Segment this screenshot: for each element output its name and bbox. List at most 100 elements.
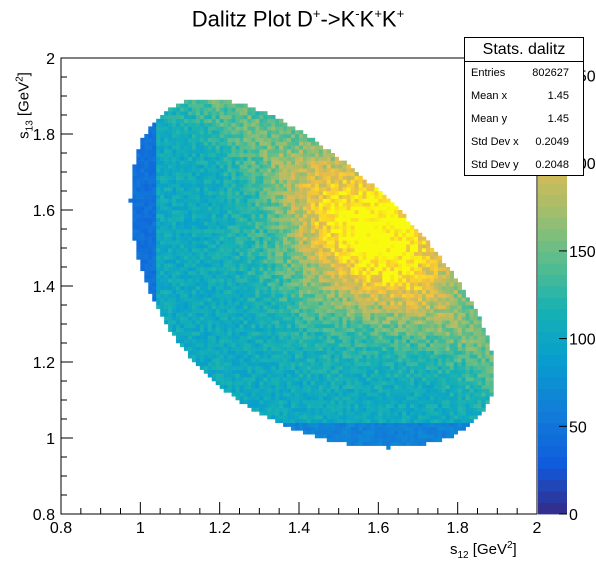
- heatmap-cell: [362, 267, 367, 272]
- heatmap-cell: [302, 134, 308, 139]
- heatmap-cell: [279, 206, 284, 211]
- heatmap-cell: [418, 350, 423, 355]
- heatmap-cell: [386, 403, 391, 408]
- heatmap-cell: [263, 403, 268, 408]
- heatmap-cell: [382, 430, 387, 435]
- heatmap-cell: [279, 191, 284, 196]
- heatmap-cell: [354, 441, 359, 446]
- heatmap-cell: [378, 426, 383, 431]
- heatmap-cell: [370, 229, 375, 234]
- heatmap-cell: [279, 403, 284, 408]
- heatmap-cell: [302, 331, 308, 336]
- heatmap-cell: [398, 350, 403, 355]
- heatmap-cell: [390, 441, 395, 446]
- heatmap-cell: [295, 251, 300, 256]
- heatmap-cell: [172, 107, 177, 112]
- heatmap-cell: [275, 331, 280, 336]
- heatmap-cell: [263, 267, 268, 272]
- heatmap-cell: [291, 202, 296, 207]
- heatmap-cell: [402, 289, 407, 294]
- heatmap-cell: [338, 362, 343, 367]
- heatmap-cell: [195, 103, 201, 108]
- heatmap-cell: [243, 175, 248, 180]
- heatmap-cell: [390, 426, 395, 431]
- heatmap-cell: [148, 187, 153, 192]
- heatmap-cell: [326, 388, 332, 393]
- heatmap-cell: [279, 255, 284, 260]
- heatmap-cell: [283, 358, 288, 363]
- heatmap-cell: [176, 331, 181, 336]
- heatmap-cell: [255, 365, 260, 370]
- heatmap-cell: [279, 278, 284, 283]
- heatmap-cell: [299, 225, 304, 230]
- heatmap-cell: [402, 286, 407, 291]
- heatmap-cell: [227, 343, 232, 348]
- heatmap-cell: [362, 438, 367, 443]
- heatmap-cell: [231, 156, 236, 161]
- heatmap-cell: [330, 434, 335, 439]
- heatmap-cell: [168, 206, 173, 211]
- heatmap-cell: [390, 267, 395, 272]
- heatmap-cell: [378, 362, 383, 367]
- heatmap-cell: [152, 282, 157, 287]
- heatmap-cell: [176, 274, 181, 279]
- heatmap-cell: [283, 160, 288, 165]
- heatmap-cell: [374, 358, 379, 363]
- heatmap-cell: [306, 335, 312, 340]
- heatmap-cell: [299, 248, 304, 253]
- heatmap-cell: [247, 381, 252, 386]
- heatmap-cell: [180, 118, 185, 123]
- heatmap-cell: [203, 103, 209, 108]
- heatmap-cell: [279, 350, 284, 355]
- heatmap-cell: [223, 240, 228, 245]
- heatmap-cell: [223, 194, 228, 199]
- heatmap-cell: [235, 297, 240, 302]
- heatmap-cell: [299, 308, 304, 313]
- heatmap-cell: [291, 137, 296, 142]
- heatmap-cell: [231, 339, 236, 344]
- heatmap-cell: [378, 213, 383, 218]
- heatmap-cell: [223, 369, 228, 374]
- heatmap-cell: [322, 278, 328, 283]
- heatmap-cell: [350, 172, 355, 177]
- heatmap-cell: [219, 362, 224, 367]
- heatmap-cell: [168, 251, 173, 256]
- heatmap-cell: [291, 419, 296, 424]
- heatmap-cell: [195, 293, 201, 298]
- heatmap-cell: [215, 236, 220, 241]
- heatmap-cell: [259, 145, 264, 150]
- heatmap-cell: [299, 320, 304, 325]
- heatmap-cell: [410, 388, 415, 393]
- heatmap-cell: [219, 270, 224, 275]
- heatmap-cell: [283, 229, 288, 234]
- heatmap-cell: [366, 434, 371, 439]
- heatmap-cell: [299, 335, 304, 340]
- heatmap-cell: [374, 289, 379, 294]
- heatmap-cell: [350, 297, 355, 302]
- heatmap-cell: [156, 168, 161, 173]
- heatmap-cell: [394, 248, 399, 253]
- heatmap-cell: [302, 255, 308, 260]
- heatmap-cell: [191, 343, 197, 348]
- heatmap-cell: [370, 297, 375, 302]
- heatmap-cell: [338, 282, 343, 287]
- heatmap-cell: [187, 240, 193, 245]
- heatmap-cell: [231, 297, 236, 302]
- heatmap-cell: [338, 403, 343, 408]
- heatmap-cell: [251, 115, 256, 120]
- heatmap-cell: [314, 175, 320, 180]
- heatmap-cell: [168, 297, 173, 302]
- heatmap-cell: [326, 343, 332, 348]
- heatmap-cell: [410, 251, 415, 256]
- heatmap-cell: [350, 415, 355, 420]
- heatmap-cell: [207, 210, 213, 215]
- heatmap-cell: [187, 118, 193, 123]
- heatmap-cell: [168, 255, 173, 260]
- heatmap-cell: [211, 369, 216, 374]
- heatmap-cell: [148, 244, 153, 249]
- heatmap-cell: [223, 362, 228, 367]
- heatmap-cell: [295, 274, 300, 279]
- heatmap-cell: [382, 263, 387, 268]
- heatmap-cell: [223, 263, 228, 268]
- heatmap-cell: [398, 422, 403, 427]
